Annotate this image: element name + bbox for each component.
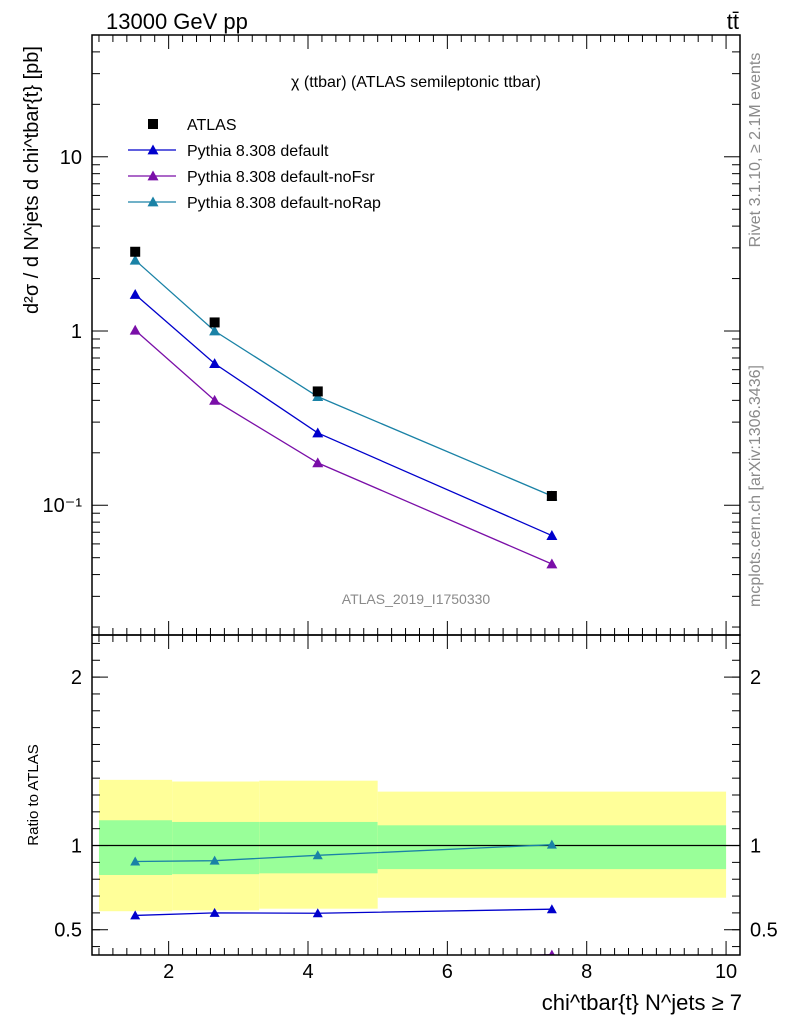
analysis-id-label: ATLAS_2019_I1750330 <box>342 591 491 607</box>
series-line-2 <box>134 259 553 497</box>
legend-label-3: Pythia 8.308 default-noRap <box>187 195 381 212</box>
y-tick-label: 10 <box>60 147 82 169</box>
ratio-2-point-0 <box>130 856 141 866</box>
tick-labels: 2 4 6 8 10 10⁻¹ 1 10 0.5 0.5 1 1 2 2 <box>43 147 778 983</box>
series-line-0 <box>134 294 553 537</box>
atlas-data-point-3 <box>546 490 557 501</box>
legend-marker-2 <box>147 170 159 181</box>
ratio-line-0 <box>135 908 552 917</box>
ratio-line-2 <box>135 844 552 863</box>
y-tick-label: 1 <box>71 321 82 343</box>
legend-marker-atlas <box>148 119 158 129</box>
process-label: tt̄ <box>727 9 739 34</box>
ratio-axis-label: Ratio to ATLAS <box>25 744 42 845</box>
ratio-tick-label: 2 <box>71 667 82 689</box>
ratio-tick-label: 0.5 <box>54 920 82 942</box>
legend-label-2: Pythia 8.308 default-noFsr <box>187 169 375 186</box>
legend-label-1: Pythia 8.308 default <box>187 143 329 160</box>
mcplots-label: mcplots.cern.ch [arXiv:1306.3436] <box>747 365 764 607</box>
green-band-2 <box>259 821 378 874</box>
series-0-point-0 <box>129 289 141 299</box>
x-tick-label: 4 <box>302 961 313 983</box>
x-tick-label: 6 <box>442 961 453 983</box>
ratio-series-group <box>130 839 557 964</box>
y-tick-label: 10⁻¹ <box>43 495 83 517</box>
uncertainty-bands <box>98 779 727 912</box>
ratio-tick-label-right: 1 <box>750 836 761 858</box>
series-1-point-3 <box>546 558 558 569</box>
ratio-tick-label-right: 2 <box>750 667 761 689</box>
x-tick-label: 8 <box>581 961 592 983</box>
green-band-1 <box>172 821 260 875</box>
series-0-point-3 <box>546 530 558 540</box>
series-line-1 <box>134 329 553 565</box>
legend-marker-3 <box>147 196 159 207</box>
ratio-2-point-2 <box>312 850 323 860</box>
series-1-point-2 <box>312 457 324 468</box>
atlas-data-point-0 <box>130 246 141 257</box>
series-0-point-1 <box>209 358 221 369</box>
x-axis-label: chi^tbar{t} N^jets ≥ 7 <box>542 990 742 1015</box>
ratio-0-point-2 <box>312 908 323 918</box>
legend: ATLAS Pythia 8.308 default Pythia 8.308 de… <box>128 117 381 212</box>
top-series-group <box>129 246 558 569</box>
ratio-tick-label: 1 <box>71 836 82 858</box>
green-band-0 <box>98 820 173 875</box>
ratio-0-point-0 <box>130 910 141 920</box>
atlas-data-point-2 <box>312 386 323 397</box>
x-tick-label: 10 <box>715 961 737 983</box>
x-tick-label: 2 <box>163 961 174 983</box>
series-2-point-0 <box>129 254 141 265</box>
legend-marker-1 <box>147 144 159 155</box>
series-2-point-1 <box>209 325 221 336</box>
series-1-point-1 <box>209 394 221 405</box>
ratio-tick-label-right: 0.5 <box>750 920 778 942</box>
ratio-0-point-3 <box>546 904 557 914</box>
series-0-point-2 <box>312 427 324 438</box>
ratio-2-point-3 <box>546 839 557 849</box>
ratio-1-point-0 <box>313 955 323 964</box>
chart-title: χ (ttbar) (ATLAS semileptonic ttbar) <box>291 74 541 91</box>
energy-label: 13000 GeV pp <box>106 9 248 34</box>
legend-label-0: ATLAS <box>187 117 237 134</box>
axis-ticks <box>92 34 740 955</box>
y-axis-label: d²σ / d N^jets d chi^tbar{t} [pb] <box>21 46 43 314</box>
ratio-2-point-1 <box>209 855 220 865</box>
ratio-1-point-1 <box>548 949 555 955</box>
ratio-0-point-1 <box>209 907 220 917</box>
atlas-data-point-1 <box>209 317 220 328</box>
rivet-label: Rivet 3.1.10, ≥ 2.1M events <box>747 53 764 248</box>
series-1-point-0 <box>129 324 141 335</box>
